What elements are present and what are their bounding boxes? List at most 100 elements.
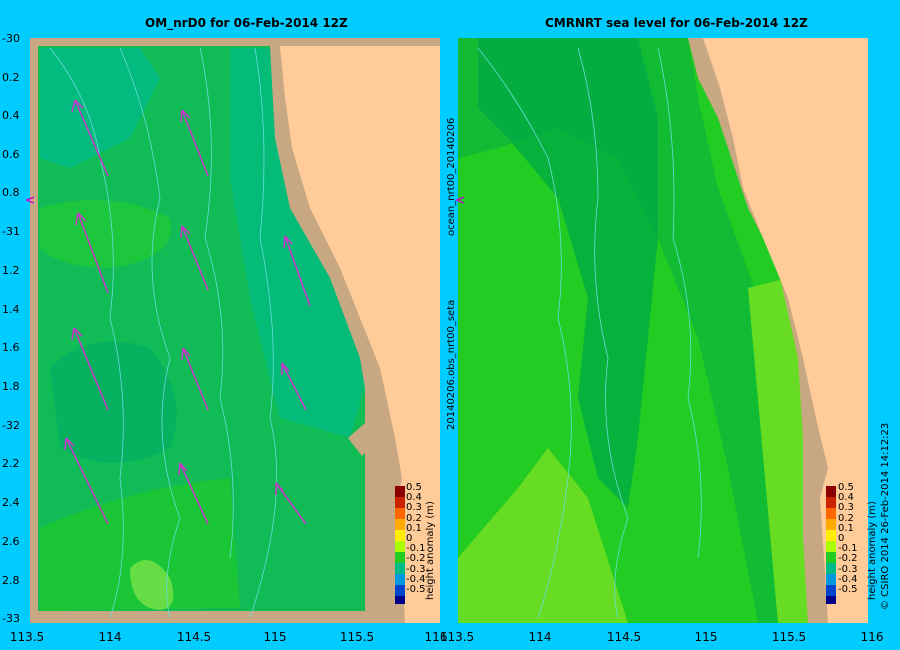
right-colorbar — [826, 486, 838, 606]
land — [280, 46, 440, 623]
left-map-canvas — [30, 38, 440, 623]
colorbar-swatch — [826, 541, 836, 552]
current-arrow — [275, 482, 307, 525]
colorbar-tick: 0.3 — [838, 502, 854, 514]
x-tick-label: 114.5 — [606, 630, 642, 644]
colorbar-swatch — [826, 486, 836, 497]
current-arrow — [281, 362, 307, 411]
colorbar-swatch — [395, 486, 405, 497]
y-tick-label: 0.2 — [2, 71, 20, 84]
contour-line — [249, 47, 278, 619]
colorbar-tick: 0.2 — [838, 512, 854, 524]
sea-region-mid — [40, 200, 172, 268]
colorbar-tick: 0.3 — [406, 502, 422, 514]
run-label: ocean_nrt00_20140206 — [446, 117, 457, 236]
y-tick-label: -31 — [2, 225, 20, 238]
y-tick-label: 0.6 — [2, 148, 20, 161]
colorbar-tick: -0.2 — [406, 553, 426, 565]
colorbar-swatch — [826, 530, 836, 541]
colorbar-tick: -0.3 — [838, 563, 858, 575]
latitude-marker: < — [455, 193, 466, 207]
colorbar-swatch — [826, 497, 836, 508]
left-colorbar — [395, 486, 407, 606]
colorbar-tick: 0.1 — [406, 522, 422, 534]
x-tick-label: 116 — [860, 630, 884, 644]
colorbar-swatch — [395, 541, 405, 552]
x-tick-label: 114 — [98, 630, 122, 644]
sea-region-south — [40, 478, 240, 611]
contour-line — [199, 47, 234, 559]
current-arrow — [71, 99, 109, 177]
x-tick-label: 114 — [528, 630, 552, 644]
y-tick-label: 1.2 — [2, 264, 20, 277]
sea-region-eddy — [50, 341, 177, 463]
colorbar-tick: -0.3 — [406, 563, 426, 575]
colorbar-tick: 0 — [406, 532, 413, 544]
colorbar-swatch — [826, 574, 836, 585]
y-tick-label: 1.6 — [2, 341, 20, 354]
sea-region-light — [130, 560, 174, 610]
colorbar-swatch — [395, 563, 405, 574]
right-map-canvas — [458, 38, 868, 623]
x-tick-label: 115.5 — [771, 630, 807, 644]
colorbar-swatch — [826, 519, 836, 530]
colorbar-tick: 0.5 — [838, 482, 854, 493]
right-colorbar-unit: height anomaly (m) — [867, 501, 878, 600]
y-tick-label: -32 — [2, 419, 20, 432]
y-tick-label: 2.8 — [2, 574, 20, 587]
colorbar-swatch — [826, 596, 836, 604]
colorbar-tick: -0.5 — [406, 583, 426, 595]
contour-line — [577, 47, 629, 619]
x-tick-label: 113.5 — [439, 630, 475, 644]
sea-region-coastal — [748, 278, 808, 623]
current-arrow — [180, 225, 209, 291]
sea-region-outer — [458, 38, 788, 623]
colorbar-tick: 0.4 — [838, 492, 854, 504]
bathymetry-contours — [49, 47, 278, 619]
y-tick-label: 2.4 — [2, 496, 20, 509]
x-tick-label: 116 — [424, 630, 448, 644]
y-tick-label: 1.8 — [2, 380, 20, 393]
colorbar-tick: -0.1 — [406, 543, 426, 555]
y-tick-label: -33 — [2, 612, 20, 625]
colorbar-tick: -0.4 — [406, 573, 426, 585]
current-vectors — [64, 99, 311, 525]
y-tick-label: 2.2 — [2, 457, 20, 470]
bathymetry-contours — [477, 47, 702, 619]
y-tick-label: 1.4 — [2, 303, 20, 316]
credit-label: © CSIRO 2014 26-Feb-2014 14:12:23 — [880, 422, 891, 610]
x-tick-label: 114.5 — [176, 630, 212, 644]
colorbar-tick: -0.5 — [838, 583, 858, 595]
latitude-marker: < — [25, 193, 36, 207]
island — [348, 423, 380, 456]
left-colorbar-unit: height anomaly (m) — [425, 501, 436, 600]
x-tick-label: 113.5 — [9, 630, 45, 644]
colorbar-swatch — [395, 519, 405, 530]
colorbar-tick: 0 — [838, 532, 845, 544]
colorbar-swatch — [826, 552, 836, 563]
colorbar-swatch — [395, 552, 405, 563]
colorbar-swatch — [395, 497, 405, 508]
colorbar-swatches — [395, 486, 405, 604]
current-arrow — [71, 327, 109, 411]
colorbar-swatches — [826, 486, 836, 604]
colorbar-tick: 0.2 — [406, 512, 422, 524]
land — [703, 38, 868, 623]
colorbar-swatch — [826, 508, 836, 519]
colorbar-swatch — [395, 508, 405, 519]
colorbar-tick: 0.1 — [838, 522, 854, 534]
current-arrow — [64, 437, 109, 525]
current-arrow — [178, 462, 209, 525]
y-tick-label: -30 — [2, 32, 20, 45]
colorbar-tick: 0.4 — [406, 492, 422, 504]
current-arrow — [181, 347, 209, 411]
left-map-title: OM_nrD0 for 06-Feb-2014 12Z — [145, 16, 348, 30]
sea-region-nw — [40, 48, 160, 168]
left-colorbar-ticks: 0.5 0.4 0.3 0.2 0.1 0 -0.1 -0.2 -0.3 -0.… — [406, 482, 426, 595]
y-tick-label: 2.6 — [2, 535, 20, 548]
sea-region-light — [458, 448, 628, 623]
current-arrow — [180, 109, 209, 177]
contour-line — [49, 47, 124, 619]
right-map — [458, 38, 868, 623]
contour-line — [477, 47, 572, 619]
